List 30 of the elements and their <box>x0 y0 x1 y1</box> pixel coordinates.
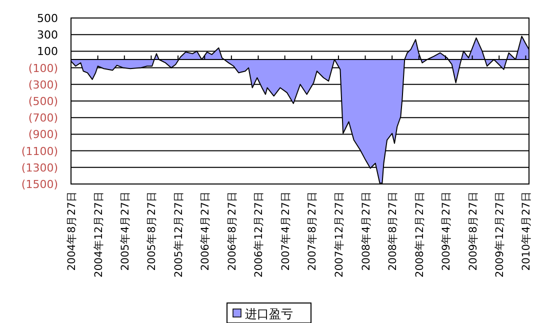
x-tick-label: 2009年12月27日 <box>494 191 506 278</box>
x-tick-label: 2009年8月27日 <box>467 191 480 271</box>
x-tick-label: 2007年4月27日 <box>280 191 292 271</box>
y-tick-label: (1100) <box>21 144 58 158</box>
x-tick-label: 2008年4月27日 <box>360 191 372 271</box>
x-tick-label: 2010年4月27日 <box>520 191 533 271</box>
y-tick-label: (1500) <box>21 178 58 191</box>
x-tick-label: 2007年12月27日 <box>333 191 346 278</box>
y-tick-label: (1300) <box>21 161 58 174</box>
y-tick-label: 500 <box>37 12 58 25</box>
x-tick-label: 2005年4月27日 <box>119 191 132 271</box>
y-tick-label: (500) <box>28 95 58 108</box>
x-tick-label: 2006年12月27日 <box>253 191 266 278</box>
x-tick-label: 2008年12月27日 <box>414 191 426 278</box>
x-tick-label: 2009年4月27日 <box>440 191 452 271</box>
x-tick-label: 2005年8月27日 <box>146 191 158 271</box>
y-tick-label: (100) <box>28 62 58 75</box>
y-tick-label: 300 <box>37 28 58 42</box>
y-tick-label: (300) <box>28 78 58 92</box>
x-tick-label: 2008年8月27日 <box>387 191 400 271</box>
x-tick-label: 2005年12月27日 <box>173 191 186 278</box>
x-tick-label: 2006年8月27日 <box>226 191 238 271</box>
x-tick-label: 2004年12月27日 <box>92 191 105 278</box>
y-tick-label: (700) <box>28 112 58 125</box>
y-tick-label: 100 <box>37 45 58 58</box>
x-tick-label: 2007年8月27日 <box>306 191 319 271</box>
y-tick-label: (900) <box>28 128 58 142</box>
legend-label: 进口盈亏 <box>245 307 293 321</box>
x-tick-label: 2004年8月27日 <box>66 191 78 271</box>
x-tick-label: 2006年4月27日 <box>200 191 212 271</box>
